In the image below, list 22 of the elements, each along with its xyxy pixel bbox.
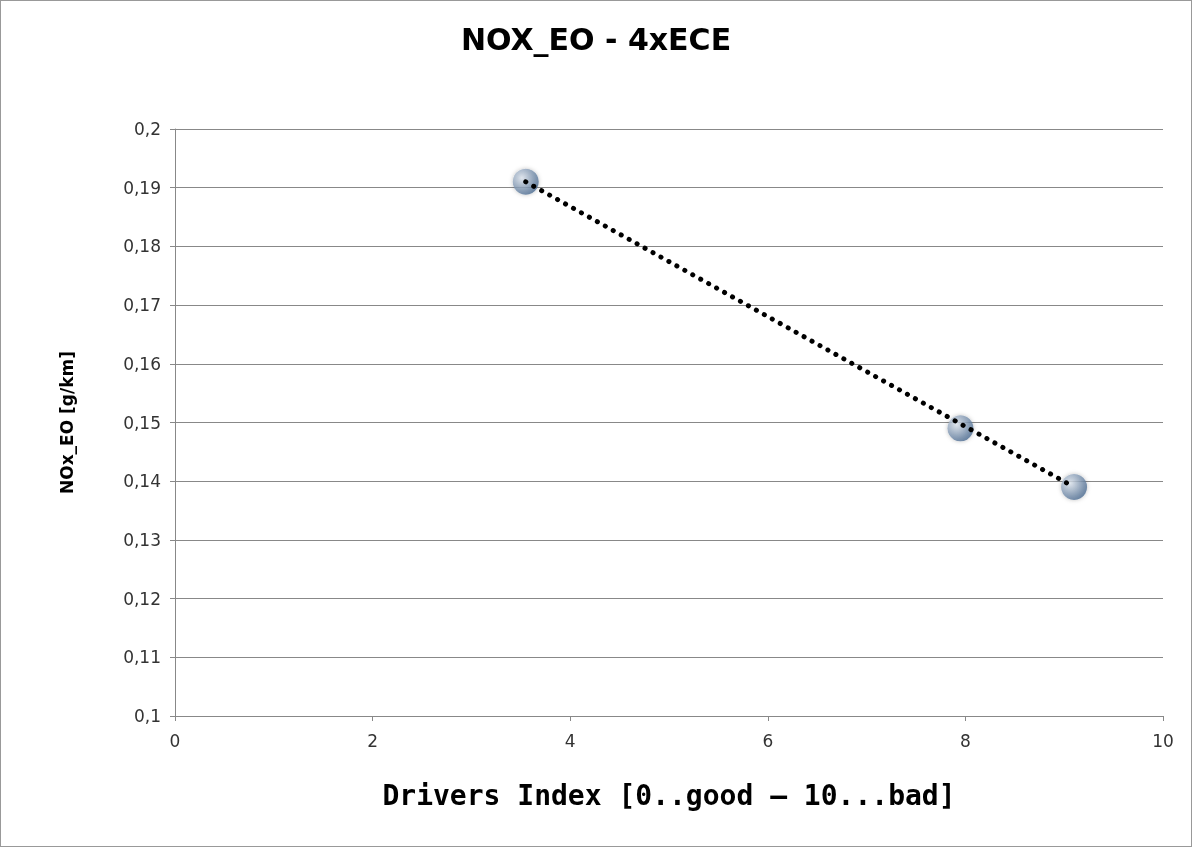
y-tick-label: 0,11 [123, 647, 161, 668]
x-tick-label: 4 [564, 730, 576, 751]
chart-title: NOX_EO - 4xECE [460, 21, 732, 57]
y-tick-label: 0,17 [123, 295, 161, 316]
y-tick-label: 0,13 [123, 529, 161, 550]
x-tick-label: 0 [169, 730, 181, 751]
y-tick-label: 0,2 [133, 119, 161, 139]
x-tick-label: 6 [762, 730, 774, 751]
y-tick-label: 0,19 [123, 177, 161, 198]
x-axis-title: Drivers Index [0..good – 10...bad] [382, 778, 956, 812]
x-tick-label: 8 [959, 730, 971, 751]
y-tick-label: 0,12 [123, 588, 161, 609]
y-tick-label: 0,1 [133, 706, 161, 726]
y-tick-label: 0,16 [123, 353, 161, 374]
y-axis-title: NOx_EO [g/km] [56, 350, 77, 495]
point [1061, 474, 1088, 501]
y-tick-label: 0,15 [123, 412, 161, 433]
point [512, 168, 539, 195]
x-tick-label: 10 [1152, 730, 1174, 751]
y-tick-label: 0,14 [123, 471, 161, 492]
y-tick-label: 0,18 [123, 236, 161, 257]
x-tick-label: 2 [367, 730, 379, 751]
